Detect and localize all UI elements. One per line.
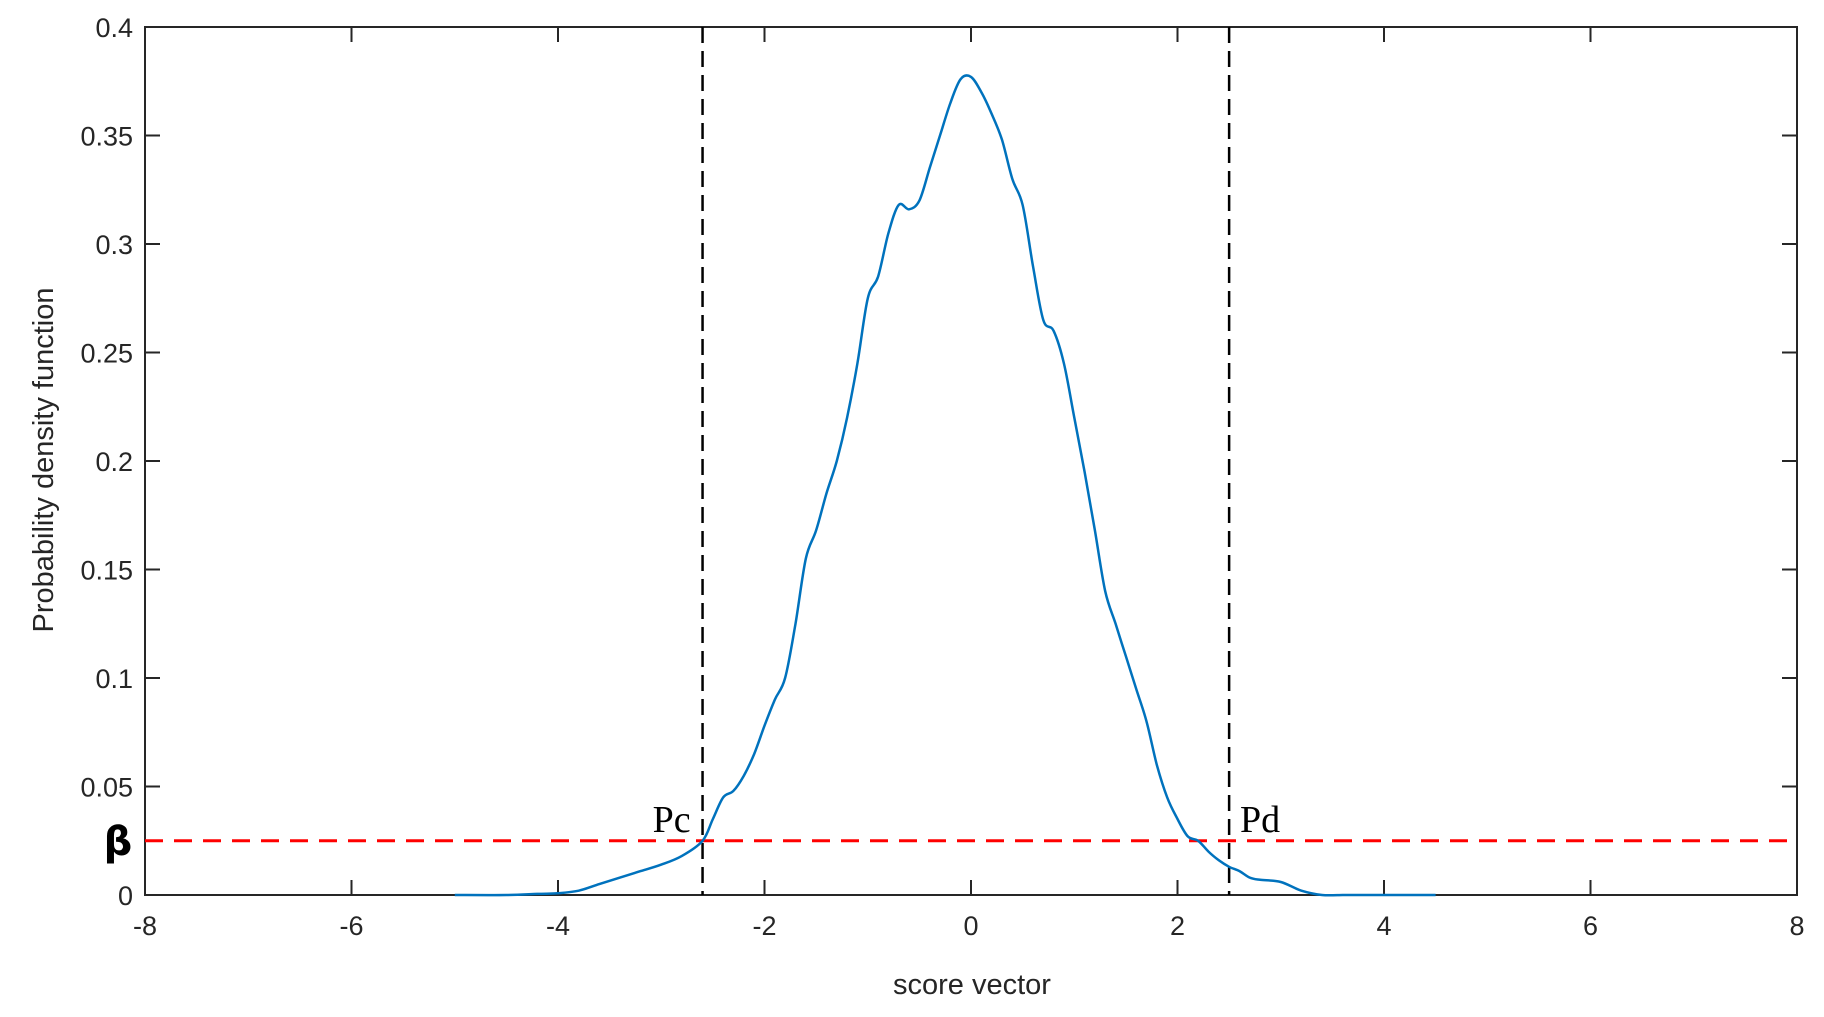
x-tick-label: 6: [1583, 911, 1598, 941]
y-tick-label: 0.15: [80, 556, 133, 586]
beta-label: β: [104, 819, 133, 865]
y-tick-label: 0.3: [95, 230, 133, 260]
y-tick-label: 0.25: [80, 339, 133, 369]
y-tick-label: 0.35: [80, 122, 133, 152]
x-tick-label: -8: [133, 911, 157, 941]
density-curve: [454, 74, 1436, 897]
plot-area: -8 -6 -4 -2 0 2 4 6 8 0 0.05 0.1 0.15 0.2 0.25 0.3 0.35 0…: [80, 13, 1804, 941]
point-label: Pd: [1240, 799, 1280, 841]
y-tick-label: 0: [118, 881, 133, 911]
y-tick-label: 0.05: [80, 773, 133, 803]
plot-frame: [144, 26, 1798, 896]
point-label: Pc: [653, 799, 691, 841]
chart-marks: Pc Pd β: [104, 27, 1797, 897]
x-tick-label: -6: [339, 911, 363, 941]
x-axis-title: score vector: [893, 969, 1051, 1001]
x-tick-label: 0: [963, 911, 978, 941]
y-tick-label: 0.2: [95, 447, 133, 477]
x-tick-label: -2: [752, 911, 776, 941]
x-tick-label: -4: [546, 911, 570, 941]
x-tick-label: 2: [1170, 911, 1185, 941]
y-tick-label: 0.1: [95, 664, 133, 694]
y-tick-label: 0.4: [95, 13, 133, 43]
x-tick-label: 4: [1376, 911, 1391, 941]
x-tick-label: 8: [1789, 911, 1804, 941]
y-axis-title: Probability density function: [28, 288, 60, 633]
